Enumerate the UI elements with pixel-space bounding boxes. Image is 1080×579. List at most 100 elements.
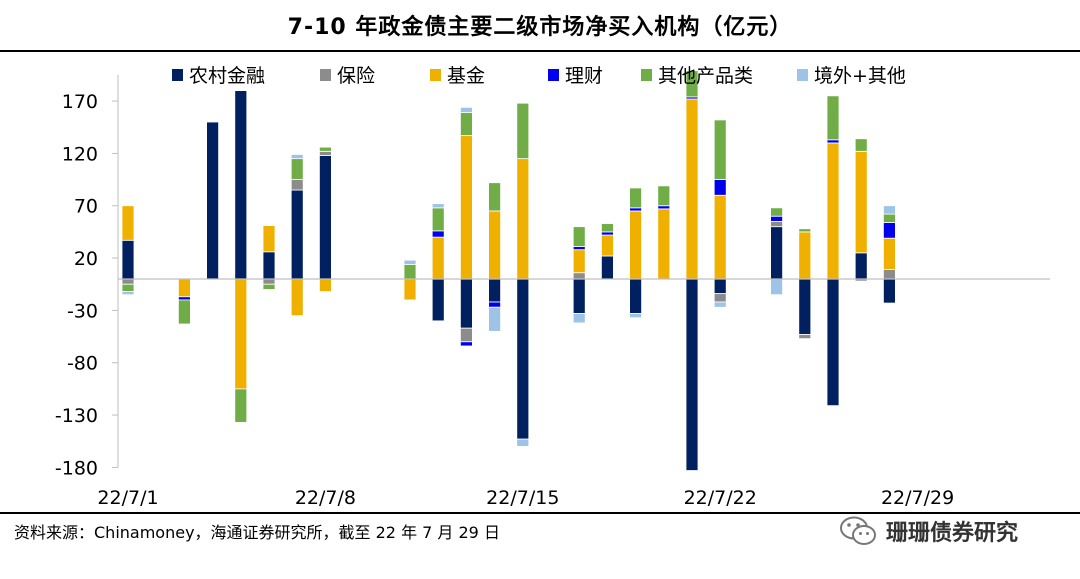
bar-4	[770, 215, 783, 222]
bar-6	[629, 313, 642, 319]
x-tick-label: 22/7/15	[486, 487, 559, 509]
y-tick-label: 120	[62, 143, 98, 165]
bar-1	[431, 278, 445, 322]
bar-5	[403, 263, 417, 280]
bar-3	[572, 249, 586, 274]
bar-3	[234, 278, 248, 390]
bar-3	[262, 225, 276, 253]
watermark: 珊珊债券研究	[838, 512, 1063, 550]
bar-5	[798, 228, 812, 233]
bar-1	[854, 252, 868, 280]
x-tick-label: 22/7/22	[684, 487, 757, 509]
wechat-icon	[840, 516, 876, 545]
bar-1	[234, 90, 248, 280]
bar-5	[572, 226, 586, 247]
bar-3	[318, 278, 332, 292]
bar-5	[318, 146, 332, 152]
bar-3	[488, 210, 502, 280]
bar-6	[516, 438, 530, 447]
bar-1	[629, 278, 642, 314]
bar-6	[121, 291, 135, 296]
y-tick-label: -80	[67, 353, 98, 375]
legend-swatch	[548, 69, 559, 81]
bar-5	[770, 207, 783, 217]
legend-label: 农村金融	[189, 65, 265, 87]
y-tick-label: -180	[55, 457, 98, 479]
bar-3	[516, 158, 530, 280]
bar-5	[629, 187, 642, 209]
bar-1	[798, 278, 812, 335]
bar-2	[459, 327, 473, 343]
bar-5	[177, 299, 191, 325]
bar-4	[572, 246, 586, 251]
bar-5	[601, 223, 614, 233]
bar-3	[431, 236, 445, 280]
bar-5	[657, 185, 671, 207]
bar-5	[713, 119, 727, 180]
bar-2	[798, 334, 812, 340]
legend-swatch	[172, 69, 183, 81]
bar-1	[826, 278, 840, 407]
legend-swatch	[797, 69, 808, 81]
bar-5	[431, 207, 445, 232]
bar-4	[431, 230, 445, 238]
bar-2	[883, 269, 896, 280]
bar-6	[290, 154, 304, 160]
bar-2	[318, 150, 332, 156]
chart-title: 7-10 年政金债主要二级市场净买入机构（亿元）	[287, 15, 793, 40]
bar-6	[459, 106, 473, 113]
bar-1	[572, 278, 586, 314]
bar-6	[431, 203, 445, 209]
bar-3	[629, 210, 642, 280]
bar-6	[403, 259, 417, 265]
bar-2	[572, 272, 586, 280]
bar-4	[657, 205, 671, 210]
legend-label: 其他产品类	[658, 65, 753, 87]
x-tick-label: 22/7/8	[295, 487, 356, 509]
title-bar: 7-10 年政金债主要二级市场净买入机构（亿元）	[0, 0, 1080, 52]
bar-1	[121, 239, 135, 280]
bar-6	[572, 313, 586, 324]
bar-6	[770, 278, 783, 296]
x-tick-label: 22/7/1	[97, 487, 158, 509]
bar-1	[713, 278, 727, 295]
bar-5	[826, 95, 840, 141]
bar-4	[459, 341, 473, 347]
bar-5	[883, 213, 896, 223]
bar-6	[488, 306, 502, 332]
bar-4	[601, 231, 614, 236]
bar-3	[290, 278, 304, 317]
source-divider	[0, 512, 1080, 514]
bar-6	[883, 205, 896, 215]
bar-1	[601, 255, 614, 280]
bar-3	[657, 208, 671, 280]
bar-3	[883, 237, 896, 270]
bar-1	[290, 189, 304, 280]
legend-swatch	[430, 69, 441, 81]
bar-3	[177, 278, 191, 298]
bar-4	[629, 207, 642, 212]
legend-label: 保险	[337, 65, 375, 87]
bar-2	[713, 293, 727, 303]
bar-4	[177, 296, 191, 301]
legend-swatch	[641, 69, 652, 81]
y-tick-label: -30	[67, 300, 98, 322]
y-tick-label: -130	[55, 405, 98, 427]
bar-5	[234, 388, 248, 423]
bar-1	[206, 121, 220, 280]
bar-3	[685, 98, 699, 280]
bar-6	[713, 301, 727, 308]
bar-3	[121, 205, 135, 241]
bar-5	[854, 138, 868, 152]
legend-label: 基金	[447, 65, 485, 87]
bar-4	[826, 139, 840, 144]
bar-5	[488, 182, 502, 212]
bar-4	[883, 222, 896, 239]
bar-4	[488, 301, 502, 308]
bar-2	[121, 278, 135, 285]
bar-1	[770, 226, 783, 280]
y-tick-label: 170	[62, 91, 98, 113]
legend-label: 境外+其他	[814, 65, 906, 87]
bar-1	[459, 278, 473, 329]
bar-3	[854, 150, 868, 254]
